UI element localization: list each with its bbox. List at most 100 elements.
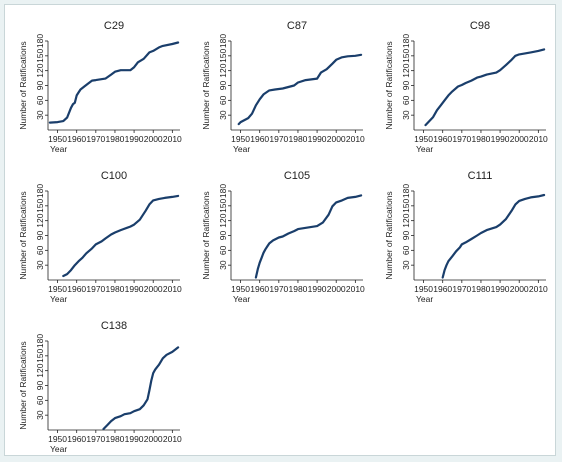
- y-tick-label: 90: [218, 81, 228, 91]
- x-axis-label: Year: [233, 294, 250, 304]
- x-tick-label: 1960: [67, 134, 86, 144]
- y-tick-label: 30: [218, 110, 228, 120]
- x-tick-label: 2000: [510, 284, 529, 294]
- chart-title: C100: [101, 170, 127, 182]
- y-tick-label: 30: [35, 410, 45, 420]
- x-tick-label: 1990: [308, 284, 327, 294]
- x-tick-label: 2000: [327, 134, 346, 144]
- x-tick-label: 1970: [86, 134, 105, 144]
- x-tick-label: 2010: [346, 134, 365, 144]
- x-tick-label: 1980: [288, 134, 307, 144]
- x-tick-label: 1970: [86, 284, 105, 294]
- y-tick-label: 180: [35, 34, 45, 48]
- x-tick-label: 1990: [491, 134, 510, 144]
- x-axis-label: Year: [50, 444, 67, 454]
- x-tick-label: 1960: [67, 284, 86, 294]
- y-axis-label: Number of Ratifications: [18, 41, 28, 129]
- x-axis-label: Year: [50, 294, 67, 304]
- y-tick-label: 120: [218, 63, 228, 77]
- x-tick-label: 1960: [250, 284, 269, 294]
- x-tick-label: 1980: [105, 434, 124, 444]
- y-tick-label: 150: [35, 348, 45, 362]
- x-tick-label: 1970: [452, 134, 471, 144]
- y-tick-label: 30: [401, 110, 411, 120]
- x-tick-label: 1950: [414, 284, 433, 294]
- y-tick-label: 90: [401, 81, 411, 91]
- y-tick-label: 60: [218, 245, 228, 255]
- x-tick-label: 2010: [529, 134, 548, 144]
- y-tick-label: 150: [35, 198, 45, 212]
- x-tick-label: 1950: [414, 134, 433, 144]
- y-axis-label: Number of Ratifications: [201, 41, 211, 129]
- x-axis-label: Year: [416, 294, 433, 304]
- y-tick-label: 90: [35, 81, 45, 91]
- y-tick-label: 120: [35, 213, 45, 227]
- y-tick-label: 60: [35, 95, 45, 105]
- x-tick-label: 1990: [308, 134, 327, 144]
- ratifications-series-line: [254, 194, 363, 279]
- y-tick-label: 30: [35, 260, 45, 270]
- x-tick-label: 2010: [529, 284, 548, 294]
- x-tick-label: 2010: [163, 284, 182, 294]
- y-tick-label: 90: [35, 231, 45, 241]
- x-tick-label: 1950: [48, 434, 67, 444]
- y-tick-label: 150: [401, 48, 411, 62]
- x-tick-label: 2000: [510, 134, 529, 144]
- ratifications-series-line: [48, 41, 180, 124]
- chart-title: C29: [104, 20, 124, 32]
- chart-title: C87: [287, 20, 307, 32]
- y-tick-label: 180: [218, 184, 228, 198]
- x-tick-label: 1980: [105, 134, 124, 144]
- x-tick-label: 1960: [433, 284, 452, 294]
- x-tick-label: 2000: [144, 134, 163, 144]
- x-tick-label: 1990: [491, 284, 510, 294]
- y-tick-label: 60: [35, 245, 45, 255]
- x-tick-label: 2000: [327, 284, 346, 294]
- ratifications-series-line: [102, 346, 180, 431]
- y-tick-label: 30: [218, 260, 228, 270]
- chart-title: C138: [101, 320, 127, 332]
- y-tick-label: 30: [401, 260, 411, 270]
- y-axis-label: Number of Ratifications: [384, 191, 394, 279]
- y-axis-label: Number of Ratifications: [18, 191, 28, 279]
- x-tick-label: 1980: [288, 284, 307, 294]
- ratifications-series-line: [237, 53, 363, 126]
- y-tick-label: 30: [35, 110, 45, 120]
- y-tick-label: 150: [218, 48, 228, 62]
- x-tick-label: 1980: [471, 284, 490, 294]
- y-tick-label: 90: [401, 231, 411, 241]
- x-tick-label: 1990: [125, 434, 144, 444]
- x-tick-label: 1950: [231, 134, 250, 144]
- y-tick-label: 60: [401, 95, 411, 105]
- ratifications-series-line: [441, 193, 546, 279]
- y-tick-label: 120: [401, 213, 411, 227]
- y-tick-label: 150: [401, 198, 411, 212]
- y-tick-label: 90: [218, 231, 228, 241]
- ratifications-series-line: [62, 194, 180, 278]
- y-axis-label: Number of Ratifications: [201, 191, 211, 279]
- x-tick-label: 1970: [269, 134, 288, 144]
- chart-title: C111: [468, 170, 493, 182]
- x-axis-label: Year: [233, 144, 250, 154]
- y-tick-label: 120: [218, 213, 228, 227]
- x-tick-label: 1950: [231, 284, 250, 294]
- y-tick-label: 90: [35, 381, 45, 391]
- x-axis-label: Year: [416, 144, 433, 154]
- x-tick-label: 1990: [125, 134, 144, 144]
- y-tick-label: 180: [218, 34, 228, 48]
- chart-title: C98: [470, 20, 490, 32]
- y-tick-label: 180: [401, 34, 411, 48]
- x-tick-label: 1990: [125, 284, 144, 294]
- y-tick-label: 180: [35, 334, 45, 348]
- x-tick-label: 2010: [346, 284, 365, 294]
- y-tick-label: 150: [35, 48, 45, 62]
- x-tick-label: 1950: [48, 284, 67, 294]
- x-tick-label: 1970: [269, 284, 288, 294]
- x-tick-label: 2000: [144, 434, 163, 444]
- chart-title: C105: [284, 170, 310, 182]
